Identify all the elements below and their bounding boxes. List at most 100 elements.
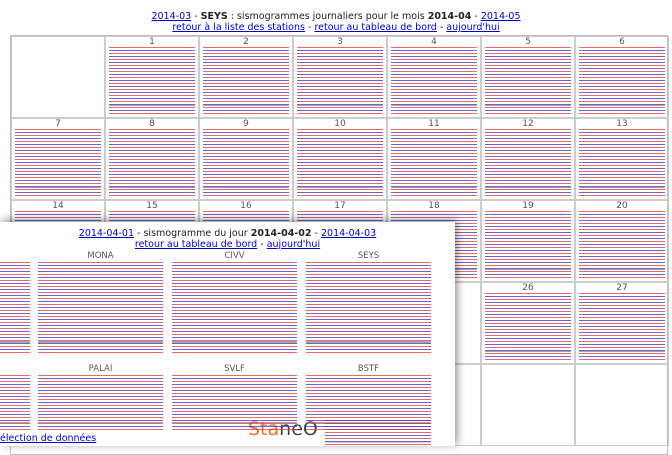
day-number: 12 — [522, 119, 534, 129]
day-number: 13 — [616, 119, 628, 129]
link[interactable]: retour au tableau de bord — [134, 239, 258, 250]
calendar-cell — [387, 118, 481, 200]
seismogram[interactable] — [38, 375, 163, 430]
seismogram[interactable] — [579, 293, 665, 361]
calendar-cell — [105, 36, 199, 118]
seismogram[interactable] — [297, 129, 383, 197]
day-number: 5 — [525, 37, 531, 47]
calendar-day: 9 — [199, 118, 293, 200]
station: SEYS — [200, 11, 228, 22]
prev-day-link[interactable]: 2014-04-01 — [78, 228, 134, 239]
day-number: 2 — [243, 37, 249, 47]
station-name: SVLF — [224, 364, 245, 374]
seismogram[interactable] — [203, 129, 289, 197]
day-number: 27 — [616, 283, 628, 293]
calendar-day: 12 — [481, 118, 575, 200]
seismogram[interactable] — [391, 47, 477, 115]
caption: - sismogramme du jour — [137, 228, 248, 239]
seismogram[interactable] — [485, 47, 571, 115]
month: 2014-04 — [427, 11, 472, 22]
seismogram[interactable] — [306, 375, 431, 430]
separator: - — [314, 228, 318, 239]
day: 2014-04-02 — [250, 228, 312, 239]
calendar-cell — [575, 118, 669, 200]
day-number: 14 — [52, 201, 64, 211]
separator: - — [260, 239, 264, 250]
link[interactable]: retour à la liste des stations — [172, 22, 305, 33]
seismogram[interactable] — [391, 129, 477, 197]
calendar-day: 2 — [199, 36, 293, 118]
calendar-cell — [481, 364, 575, 446]
caption: : sismogrammes journaliers pour le mois — [230, 11, 425, 22]
seismogram[interactable] — [297, 47, 383, 115]
seismogram[interactable] — [15, 129, 101, 197]
calendar-day: 8 — [105, 118, 199, 200]
day-number: 20 — [616, 201, 628, 211]
calendar-day: 26 — [481, 282, 575, 364]
day-view-window: 2014-04-01 - sismogramme du jour 2014-04… — [0, 222, 455, 446]
link[interactable]: retour au tableau de bord — [314, 22, 437, 33]
separator: - — [308, 22, 312, 33]
seismogram[interactable] — [579, 129, 665, 197]
calendar-cell — [293, 118, 387, 200]
calendar-cell — [481, 282, 575, 364]
calendar-day: 13 — [575, 118, 669, 200]
calendar-day: 11 — [387, 118, 481, 200]
calendar-cell — [575, 282, 669, 364]
seismogram[interactable] — [38, 262, 163, 355]
seismogram[interactable] — [0, 262, 30, 355]
calendar-day: 20 — [575, 200, 669, 282]
seismogram[interactable] — [579, 211, 665, 279]
seismogram[interactable] — [172, 375, 297, 430]
calendar-cell — [575, 36, 669, 118]
station-name: PALAI — [88, 364, 113, 374]
seismogram[interactable] — [485, 293, 571, 361]
seismogram[interactable] — [579, 47, 665, 115]
day-number: 15 — [146, 201, 158, 211]
next-day-link[interactable]: 2014-04-03 — [320, 228, 377, 239]
seismogram[interactable] — [485, 129, 571, 197]
next-month-link[interactable]: 2014-05 — [480, 11, 521, 22]
day-number: 6 — [619, 37, 625, 47]
calendar-title: 2014-03 - SEYS : sismogrammes journalier… — [0, 11, 672, 23]
seismogram[interactable] — [109, 47, 195, 115]
seismogram[interactable] — [306, 262, 431, 355]
calendar-day: 7 — [11, 118, 105, 200]
calendar-cell — [105, 118, 199, 200]
prev-month-link[interactable]: 2014-03 — [151, 11, 192, 22]
link[interactable]: aujourd'hui — [446, 22, 500, 33]
calendar-day: 1 — [105, 36, 199, 118]
seismogram[interactable] — [172, 262, 297, 355]
selection-link[interactable]: élection de données — [0, 433, 97, 444]
day-number: 11 — [428, 119, 440, 129]
day-number: 4 — [431, 37, 437, 47]
day-number: 1 — [149, 37, 155, 47]
calendar-day: 3 — [293, 36, 387, 118]
calendar-day: 4 — [387, 36, 481, 118]
link[interactable]: aujourd'hui — [266, 239, 321, 250]
seismogram[interactable] — [109, 129, 195, 197]
calendar-cell — [575, 200, 669, 282]
calendar-day: 27 — [575, 282, 669, 364]
calendar-day: 19 — [481, 200, 575, 282]
day-number: 10 — [334, 119, 346, 129]
calendar-day: 10 — [293, 118, 387, 200]
day-number: 7 — [55, 119, 61, 129]
station-name: MONA — [87, 251, 114, 261]
calendar-cell — [387, 36, 481, 118]
calendar-cell — [481, 36, 575, 118]
day-title: 2014-04-01 - sismogramme du jour 2014-04… — [0, 228, 455, 240]
calendar-cell — [199, 118, 293, 200]
day-number: 8 — [149, 119, 155, 129]
calendar-cell — [481, 118, 575, 200]
seismogram[interactable] — [0, 375, 30, 430]
seismogram[interactable] — [485, 211, 571, 279]
calendar-cell — [293, 36, 387, 118]
calendar-day: 5 — [481, 36, 575, 118]
day-number: 9 — [243, 119, 249, 129]
station-name: SEYS — [357, 251, 380, 261]
seismogram[interactable] — [203, 47, 289, 115]
day-number: 16 — [240, 201, 252, 211]
calendar-cell — [481, 200, 575, 282]
